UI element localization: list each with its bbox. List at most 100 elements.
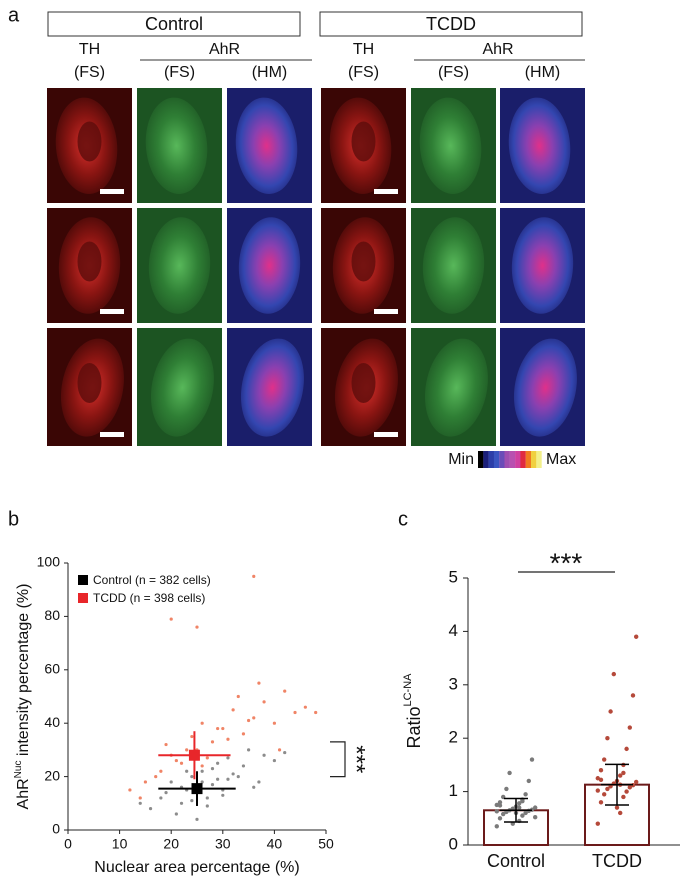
scatter-point <box>174 812 178 816</box>
scatter-point <box>252 574 256 578</box>
micrograph-nucleus <box>351 241 376 282</box>
channel-label: AhR <box>209 41 240 58</box>
data-point <box>494 809 499 814</box>
data-point <box>608 709 613 714</box>
colorbar-step <box>504 451 510 468</box>
data-point <box>634 634 639 639</box>
y-axis-title-sup: LC-NA <box>402 673 414 707</box>
group-title: Control <box>145 14 203 34</box>
scatter-point <box>231 708 235 712</box>
scatter-point <box>179 801 184 805</box>
data-point <box>605 736 610 741</box>
data-point <box>624 746 629 752</box>
colorbar-step <box>536 451 542 468</box>
data-point <box>598 777 604 783</box>
y-axis-title-rest: intensity percentage (%) <box>15 584 32 761</box>
data-point <box>618 773 623 778</box>
x-axis-title: Nuclear area percentage (%) <box>94 859 299 876</box>
data-point <box>533 815 538 820</box>
scatter-point <box>200 769 204 773</box>
data-point <box>529 757 535 762</box>
scatter-point <box>277 748 282 752</box>
y-tick-label: 40 <box>44 714 60 730</box>
scatter-point <box>314 710 318 715</box>
scatter-point <box>216 777 220 781</box>
scatter-point <box>262 753 266 757</box>
colorbar-step <box>483 451 489 468</box>
x-tick-label: 10 <box>112 836 128 852</box>
data-point <box>605 786 610 792</box>
data-point <box>501 811 506 817</box>
scatter-point <box>185 769 189 773</box>
micrograph-nucleus <box>77 363 102 403</box>
channel-mode: (FS) <box>348 64 379 81</box>
data-point <box>523 792 528 797</box>
scatter-point <box>226 777 230 781</box>
scatter-point <box>205 756 209 760</box>
scatter-point <box>205 804 209 808</box>
scatter-point <box>283 750 287 755</box>
scatter-point <box>169 617 173 621</box>
data-point <box>517 801 522 806</box>
data-point <box>517 805 522 810</box>
mean-marker <box>188 749 200 761</box>
y-axis-title-main: Ratio <box>404 706 424 748</box>
scatter-point <box>190 734 194 739</box>
scatter-point <box>195 817 199 821</box>
scatter-point <box>236 694 240 699</box>
micrograph-cell <box>148 217 211 314</box>
scatter-point <box>221 793 225 797</box>
data-point <box>627 725 632 730</box>
scatter-point <box>252 785 256 789</box>
panel-label: c <box>398 508 408 530</box>
data-point <box>621 794 626 800</box>
scatter-point <box>205 796 209 800</box>
scatter-point <box>236 775 240 779</box>
scatter-point <box>190 799 194 803</box>
y-tick-label: 100 <box>37 554 61 570</box>
scatter-point <box>143 780 147 784</box>
data-point <box>634 779 639 785</box>
data-point <box>602 757 607 762</box>
x-tick-label: TCDD <box>592 851 642 871</box>
scatter-point <box>247 748 251 752</box>
data-point <box>520 813 525 818</box>
scatter-point <box>200 721 204 725</box>
scatter-point <box>216 761 220 765</box>
data-point <box>595 788 600 793</box>
micrograph-nucleus <box>351 363 376 403</box>
panel-label: a <box>8 4 20 26</box>
channel-mode: (FS) <box>74 64 105 81</box>
micrograph-nucleus <box>351 121 376 162</box>
scatter-point <box>272 721 276 725</box>
y-tick-label: 0 <box>449 834 458 853</box>
micrograph-nucleus <box>77 121 102 162</box>
scale-bar <box>100 189 124 194</box>
micrograph-cell <box>508 97 571 194</box>
scatter-point <box>257 681 261 685</box>
micrograph-cell <box>238 217 301 314</box>
scatter-point <box>195 625 199 629</box>
scatter-point <box>226 737 230 741</box>
scatter-point <box>216 726 220 731</box>
scatter-point <box>164 742 168 747</box>
channel-mode: (HM) <box>252 64 288 81</box>
y-axis-title-sup: Nuc <box>13 761 24 779</box>
legend-label: TCDD (n = 398 cells) <box>93 591 205 605</box>
x-tick-label: 40 <box>267 836 283 852</box>
scatter-point <box>303 705 307 709</box>
data-point <box>614 805 620 810</box>
scatter-point <box>283 689 287 693</box>
scale-bar <box>374 189 398 194</box>
scatter-point <box>128 788 132 792</box>
legend-swatch <box>78 593 88 603</box>
legend-label: Control (n = 382 cells) <box>93 573 211 587</box>
colorbar-step <box>531 451 537 468</box>
y-axis-title-main: AhR <box>15 778 32 809</box>
colorbar-min: Min <box>448 451 474 468</box>
significance-bracket <box>330 741 346 778</box>
colorbar-step <box>493 451 500 468</box>
scatter-point <box>190 775 194 779</box>
data-point <box>497 816 503 821</box>
data-point <box>497 800 503 805</box>
